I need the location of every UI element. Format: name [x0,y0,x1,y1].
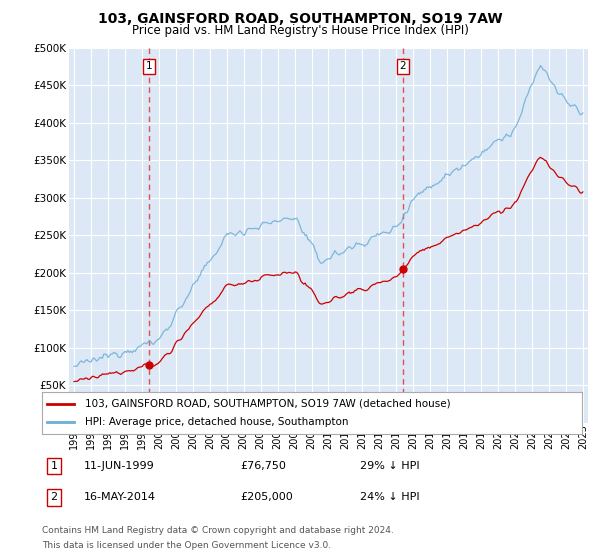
Text: £205,000: £205,000 [240,492,293,502]
Text: Price paid vs. HM Land Registry's House Price Index (HPI): Price paid vs. HM Land Registry's House … [131,24,469,36]
Text: 103, GAINSFORD ROAD, SOUTHAMPTON, SO19 7AW (detached house): 103, GAINSFORD ROAD, SOUTHAMPTON, SO19 7… [85,399,451,409]
Text: 16-MAY-2014: 16-MAY-2014 [84,492,156,502]
Text: £76,750: £76,750 [240,461,286,471]
Text: 1: 1 [146,62,153,71]
Text: 1: 1 [50,461,58,471]
Text: 29% ↓ HPI: 29% ↓ HPI [360,461,419,471]
Text: 24% ↓ HPI: 24% ↓ HPI [360,492,419,502]
Text: 103, GAINSFORD ROAD, SOUTHAMPTON, SO19 7AW: 103, GAINSFORD ROAD, SOUTHAMPTON, SO19 7… [98,12,502,26]
Text: Contains HM Land Registry data © Crown copyright and database right 2024.: Contains HM Land Registry data © Crown c… [42,526,394,535]
Text: 11-JUN-1999: 11-JUN-1999 [84,461,155,471]
Text: 2: 2 [50,492,58,502]
Text: HPI: Average price, detached house, Southampton: HPI: Average price, detached house, Sout… [85,417,349,427]
Text: This data is licensed under the Open Government Licence v3.0.: This data is licensed under the Open Gov… [42,542,331,550]
Text: 2: 2 [400,62,406,71]
